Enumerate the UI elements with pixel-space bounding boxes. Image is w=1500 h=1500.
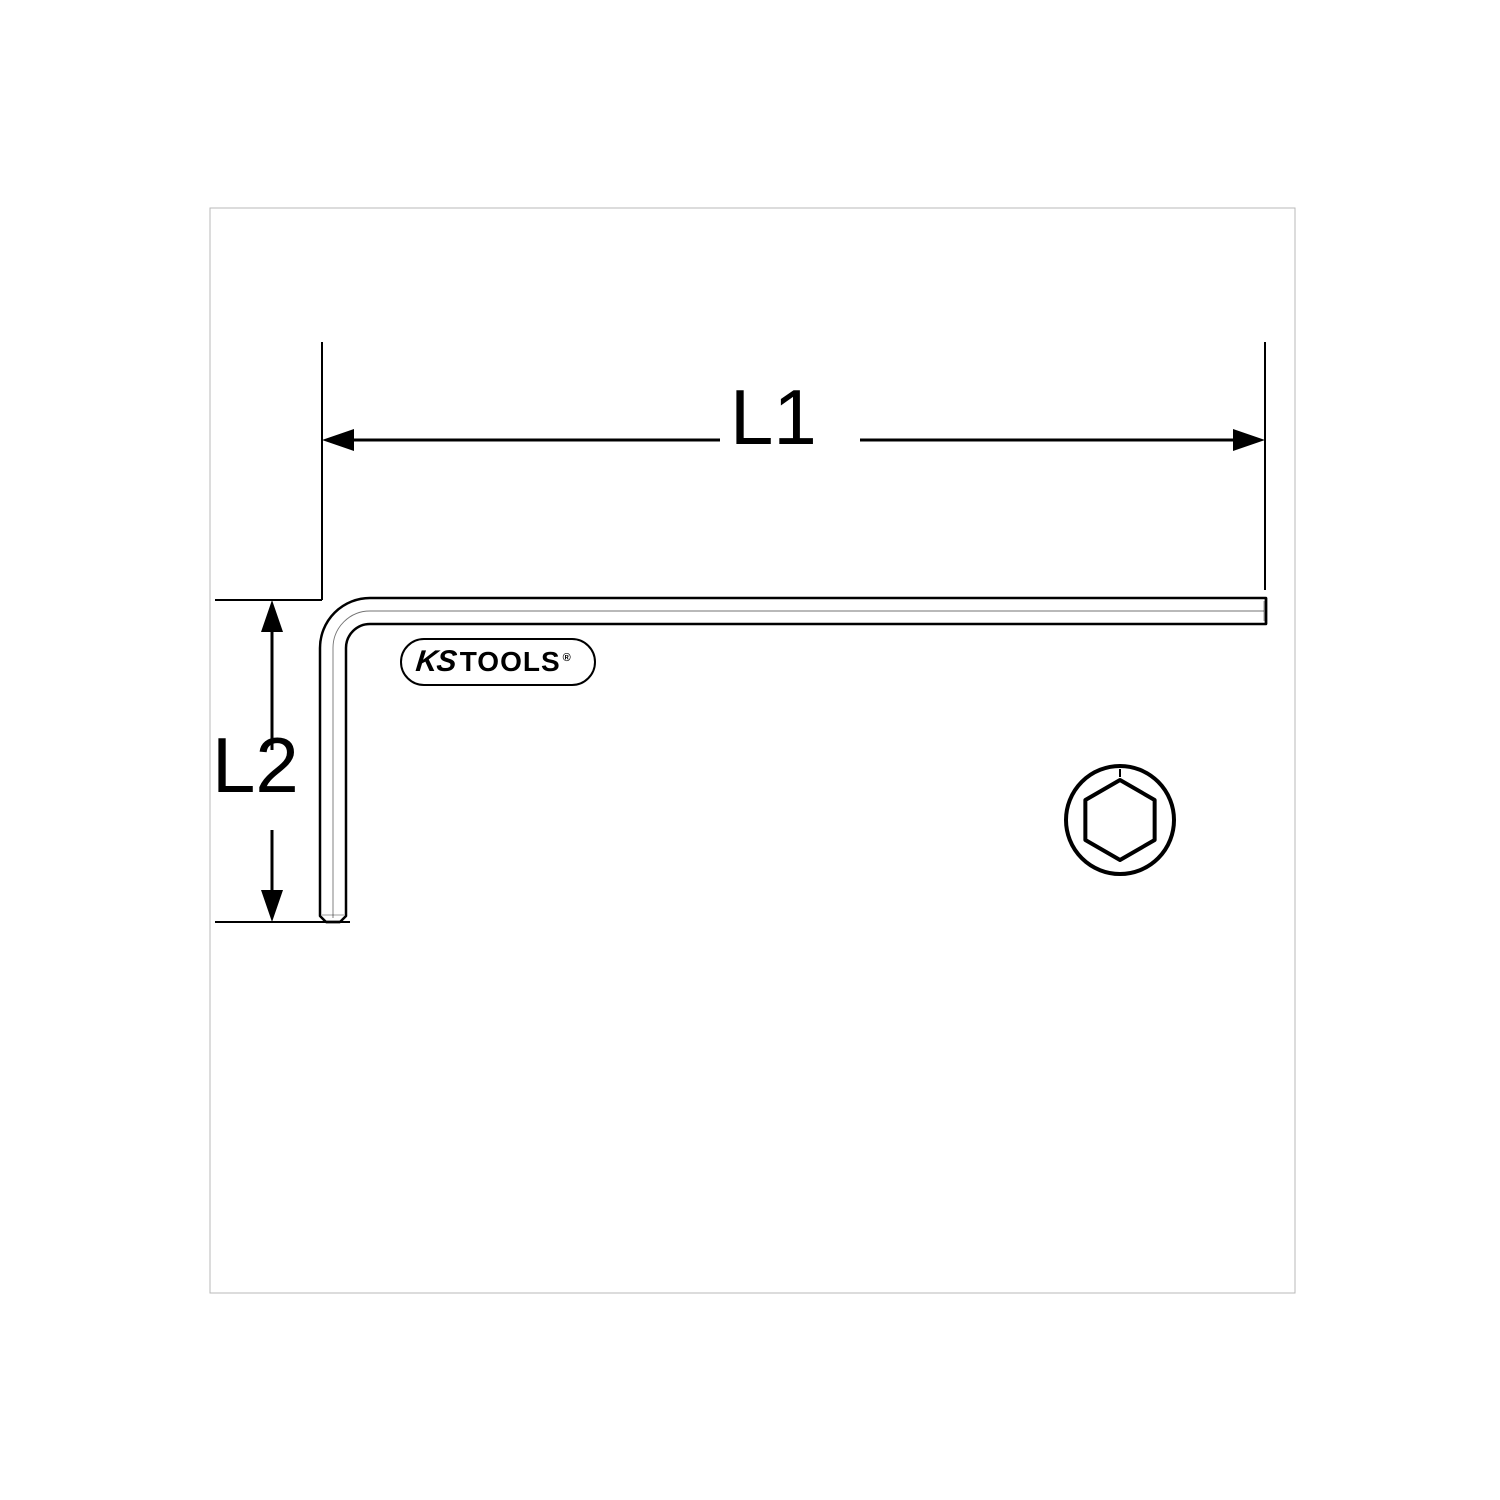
dimension-label-l2: L2: [212, 720, 299, 811]
brand-tools: TOOLS®: [460, 646, 572, 678]
brand-ks: KS: [414, 645, 457, 679]
brand-tools-text: TOOLS: [460, 646, 561, 677]
brand-registered: ®: [563, 652, 572, 664]
dimension-label-l1: L1: [730, 372, 817, 463]
brand-badge: KS TOOLS®: [400, 638, 596, 686]
diagram-stage: L1 L2 KS TOOLS®: [0, 0, 1500, 1500]
hex-cross-section-icon: [1066, 766, 1174, 874]
